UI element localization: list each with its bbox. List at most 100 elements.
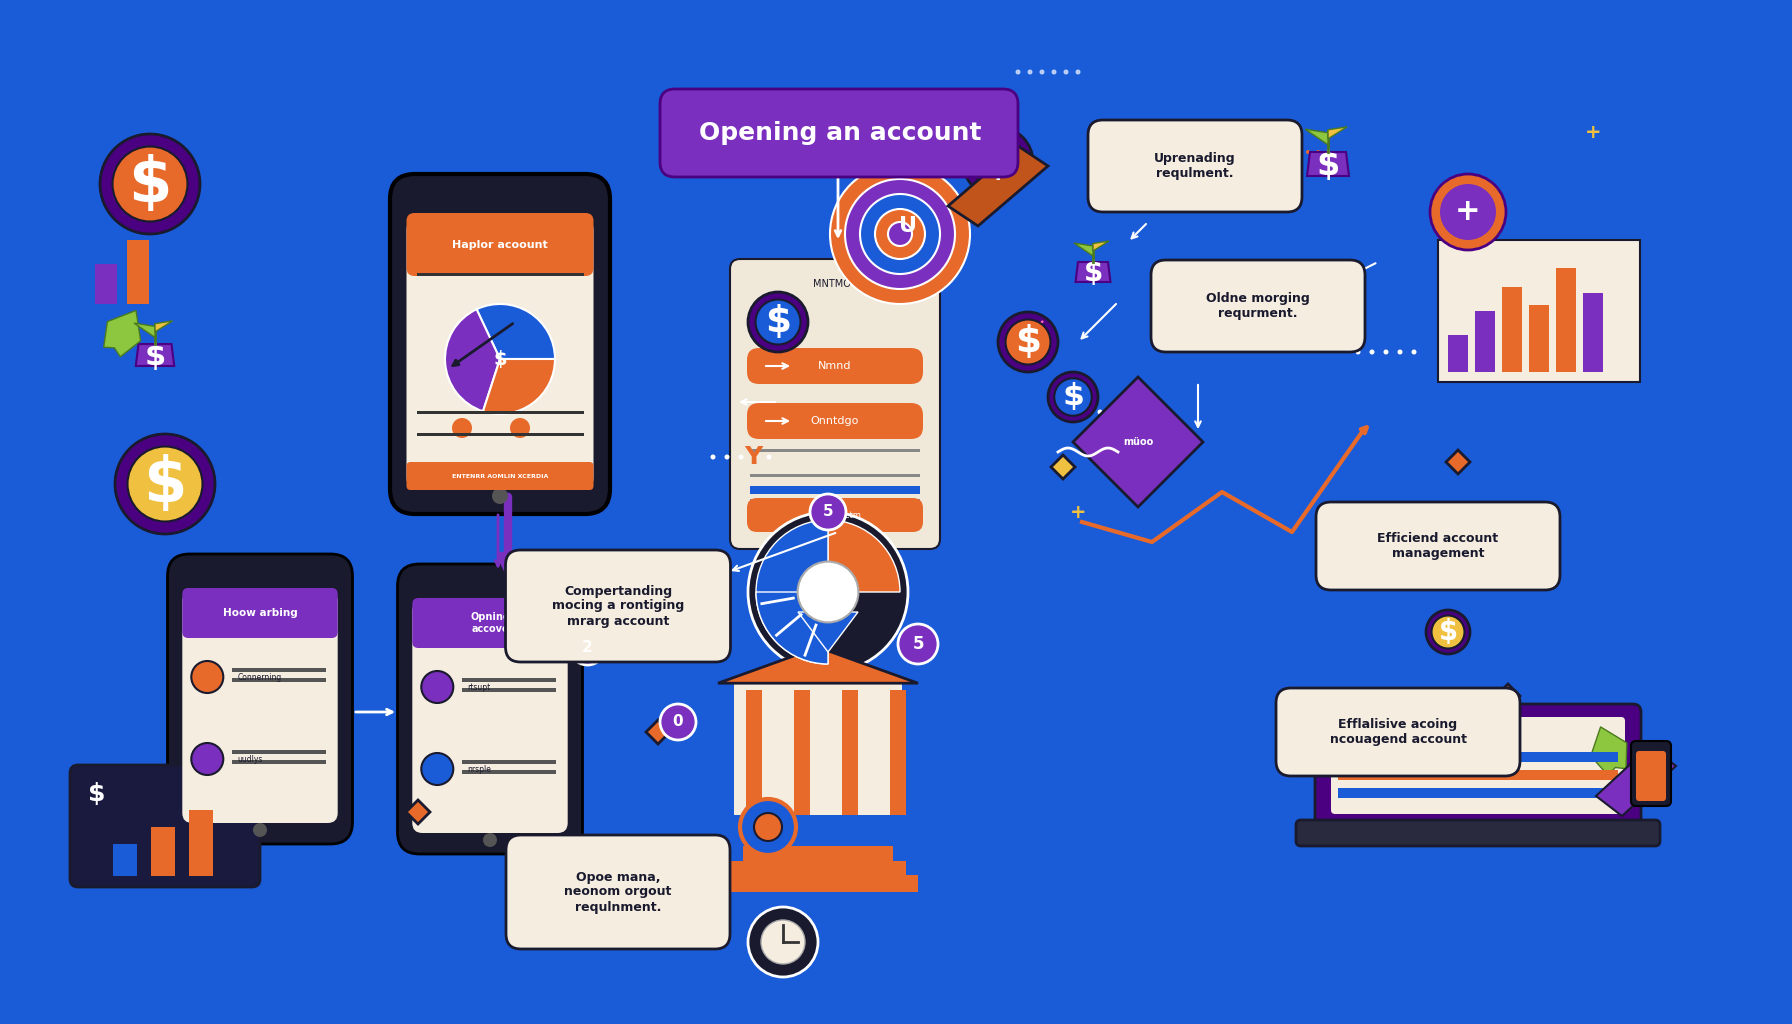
Bar (462, 688, 556, 692)
Circle shape (659, 705, 695, 740)
Text: nrsple: nrsple (468, 765, 491, 773)
Polygon shape (719, 647, 918, 683)
Bar (233, 760, 326, 764)
Circle shape (1027, 70, 1032, 75)
Polygon shape (134, 324, 154, 337)
Polygon shape (407, 800, 430, 824)
Circle shape (738, 455, 744, 460)
Circle shape (1125, 150, 1131, 154)
FancyBboxPatch shape (1631, 741, 1670, 806)
Circle shape (830, 164, 969, 304)
Bar (151, 826, 176, 876)
Text: Opning
accovo: Opning accovo (470, 612, 511, 634)
Text: $: $ (145, 342, 165, 371)
Text: $: $ (143, 454, 186, 514)
Bar (891, 690, 907, 815)
FancyBboxPatch shape (659, 89, 1018, 177)
Bar (1475, 311, 1495, 372)
Circle shape (747, 292, 808, 352)
Circle shape (688, 89, 692, 94)
Circle shape (711, 89, 717, 94)
Text: $: $ (1014, 324, 1041, 360)
Circle shape (1106, 150, 1109, 154)
Circle shape (676, 89, 681, 94)
Polygon shape (136, 344, 174, 366)
FancyBboxPatch shape (167, 554, 353, 844)
Circle shape (1048, 372, 1098, 422)
Circle shape (1063, 70, 1068, 75)
Circle shape (1296, 150, 1299, 154)
Circle shape (1315, 150, 1321, 154)
Circle shape (1369, 349, 1374, 354)
FancyBboxPatch shape (412, 598, 568, 648)
FancyBboxPatch shape (1331, 717, 1625, 814)
Bar (842, 690, 858, 815)
Circle shape (511, 418, 530, 438)
Polygon shape (1075, 262, 1111, 282)
Text: Y: Y (744, 445, 762, 469)
Bar (1437, 240, 1640, 382)
FancyBboxPatch shape (1296, 820, 1659, 846)
Text: Mgonimance: Mgonimance (1416, 756, 1486, 766)
FancyBboxPatch shape (505, 835, 729, 949)
Polygon shape (1073, 243, 1093, 256)
Circle shape (1075, 70, 1081, 75)
Text: $: $ (1084, 259, 1102, 287)
Bar (1448, 336, 1468, 372)
Circle shape (1306, 150, 1310, 154)
Text: 5: 5 (912, 635, 923, 653)
Text: ×: × (1030, 317, 1047, 337)
Circle shape (971, 136, 1025, 188)
Circle shape (756, 299, 801, 344)
Polygon shape (1305, 129, 1328, 144)
Circle shape (1432, 615, 1464, 648)
Text: Nmnd: Nmnd (819, 361, 851, 371)
Polygon shape (1597, 746, 1676, 816)
Circle shape (889, 222, 912, 246)
Text: U: U (900, 216, 918, 236)
Circle shape (1287, 150, 1290, 154)
Circle shape (724, 455, 729, 460)
Circle shape (1116, 150, 1120, 154)
Circle shape (797, 561, 858, 623)
Text: $: $ (88, 782, 106, 806)
Polygon shape (948, 146, 1048, 226)
Text: $: $ (1063, 383, 1084, 412)
Circle shape (493, 488, 507, 504)
Circle shape (1097, 410, 1102, 415)
Circle shape (1039, 70, 1045, 75)
Bar (794, 690, 810, 815)
Circle shape (253, 823, 267, 837)
Text: $: $ (493, 349, 507, 369)
FancyBboxPatch shape (183, 591, 337, 823)
Polygon shape (1073, 377, 1202, 507)
Text: Uprenading
requlment.: Uprenading requlment. (1154, 152, 1236, 180)
Circle shape (874, 209, 925, 259)
Text: ENTENRR AOMLIN XCERDIA: ENTENRR AOMLIN XCERDIA (452, 473, 548, 478)
Circle shape (898, 624, 937, 664)
Text: ×: × (1534, 553, 1552, 571)
Wedge shape (477, 304, 556, 359)
Bar (159, 252, 181, 304)
Circle shape (1052, 70, 1057, 75)
Circle shape (1084, 410, 1088, 415)
Polygon shape (1496, 684, 1520, 708)
FancyBboxPatch shape (505, 550, 731, 662)
FancyBboxPatch shape (729, 259, 941, 549)
FancyBboxPatch shape (471, 180, 529, 198)
Polygon shape (104, 310, 140, 356)
Circle shape (100, 134, 201, 234)
Bar (1339, 770, 1618, 780)
Circle shape (115, 434, 215, 534)
Circle shape (1383, 349, 1389, 354)
Text: 5: 5 (823, 505, 833, 519)
FancyBboxPatch shape (407, 213, 593, 276)
Circle shape (1005, 319, 1050, 365)
Text: Efflalisive acoing
ncouagend account: Efflalisive acoing ncouagend account (1330, 718, 1466, 746)
Circle shape (1326, 150, 1330, 154)
FancyBboxPatch shape (1315, 502, 1561, 590)
Circle shape (1097, 150, 1100, 154)
FancyBboxPatch shape (412, 601, 568, 833)
Bar (751, 499, 919, 502)
Circle shape (484, 833, 496, 847)
